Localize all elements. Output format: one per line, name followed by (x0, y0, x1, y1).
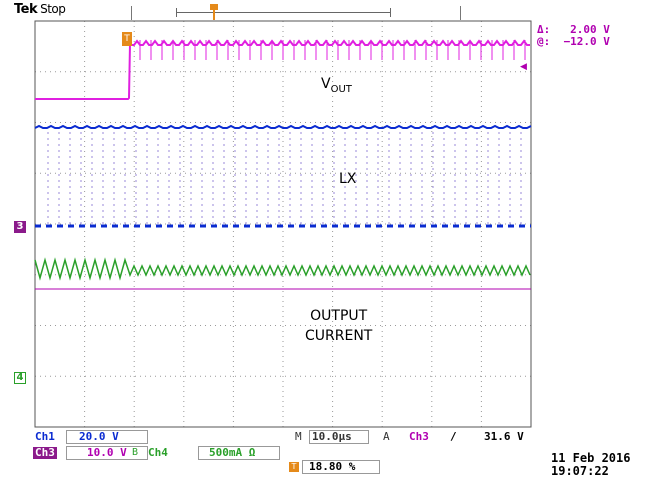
trigger-source[interactable]: Ch3 (409, 430, 429, 443)
output-current-trace (34, 257, 531, 281)
vout-trace (35, 39, 530, 100)
ch1-label[interactable]: Ch1 (35, 430, 55, 443)
ch4-label[interactable]: Ch4 (148, 446, 168, 459)
time: 19:07:22 (551, 464, 609, 478)
record-bar-right (390, 8, 391, 17)
lx-label: LX (339, 171, 357, 187)
horizontal-position[interactable]: 18.80 % (302, 460, 380, 474)
trigger-mode-label: A (383, 430, 390, 443)
ch3-label[interactable]: Ch3 (33, 446, 57, 459)
graticule-frame (34, 20, 532, 428)
trigger-marker-icon[interactable]: T (122, 32, 132, 46)
header-divider (131, 6, 132, 20)
cursor-at-value: −12.0 V (563, 35, 610, 48)
ch1-scale[interactable]: 20.0 V (66, 430, 148, 444)
cursor-delta-label: Δ: (537, 23, 551, 36)
ch4-scale[interactable]: 500mA Ω (198, 446, 280, 460)
ch3-ground-marker[interactable]: 3 (14, 221, 26, 233)
datetime: 11 Feb 2016 19:07:22 (551, 452, 630, 478)
output-current-label: OUTPUT CURRENT (305, 308, 373, 344)
cursor-delta-value: 2.00 V (570, 23, 610, 36)
cursor-readout: Δ: 2.00 V @: −12.0 V (537, 24, 610, 48)
timebase-value[interactable]: 10.0µs (309, 430, 369, 444)
trigger-level[interactable]: 31.6 V (484, 430, 524, 443)
header-divider-right (460, 6, 461, 20)
trigger-slope-icon[interactable]: / (450, 430, 457, 443)
cursor-at-label: @: (537, 35, 551, 48)
trigger-position-icon (210, 4, 218, 20)
brand-logo: Tek (14, 2, 38, 17)
horizontal-position-icon: T (289, 462, 299, 472)
ch3-scale[interactable]: 10.0 V (66, 446, 148, 460)
horizontal-label: M (295, 430, 302, 443)
bandwidth-limit-icon: B (132, 447, 139, 458)
ch4-ground-marker[interactable]: 4 (14, 372, 26, 384)
acquisition-status: Stop (40, 2, 66, 16)
graticule (35, 21, 531, 427)
date: 11 Feb 2016 (551, 451, 631, 465)
vout-label: VOUT (321, 76, 352, 95)
record-length-bar (176, 12, 390, 13)
brand-status: Tek Stop (14, 2, 66, 17)
ch1-trace (34, 124, 532, 129)
cursor-arrow-icon[interactable]: ◀ (520, 62, 527, 72)
